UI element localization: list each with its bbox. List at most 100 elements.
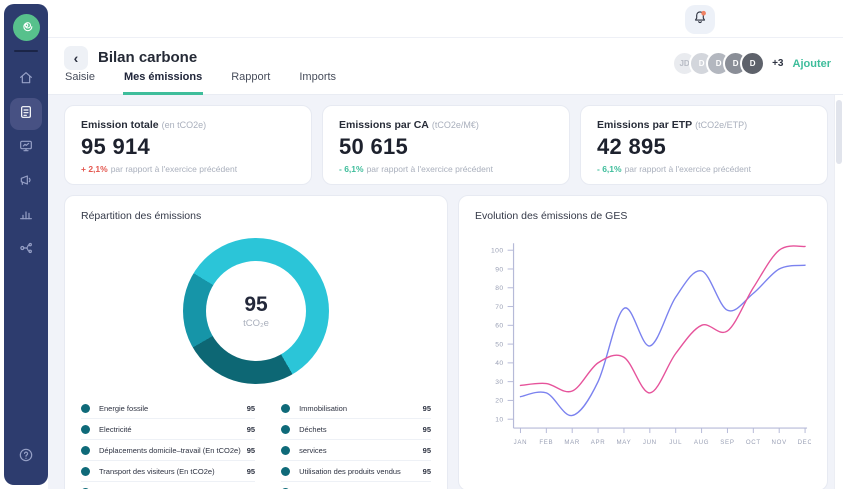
kpi-value: 95 914 <box>81 134 295 160</box>
x-tick-label: JUN <box>643 439 657 446</box>
y-tick-label: 100 <box>491 247 504 254</box>
charts-row: Répartition des émissions 95 tCO₂e Energ… <box>64 195 828 489</box>
y-tick-label: 90 <box>495 266 503 273</box>
legend-label: Electricité <box>99 425 132 434</box>
y-tick-label: 70 <box>495 304 503 311</box>
series-serie-bleue <box>520 265 805 415</box>
kpi-unit: (en tCO2e) <box>162 120 207 130</box>
legend-row[interactable]: Déplacements domicile–travail (En tCO2e)… <box>81 440 255 461</box>
kpi-card-emissions-par-etp: Emissions par ETP(tCO2e/ETP) 42 895 - 6,… <box>580 105 828 185</box>
app-window: ‹ Bilan carbone Saisie Mes émissions Rap… <box>0 0 843 489</box>
x-tick-label: APR <box>591 439 606 446</box>
legend-column-left: Energie fossile95Electricité95Déplacemen… <box>81 398 255 489</box>
x-tick-label: NOV <box>772 439 788 446</box>
legend-value: 95 <box>241 446 255 455</box>
tab-rapport[interactable]: Rapport <box>230 71 271 95</box>
tab-saisie[interactable]: Saisie <box>64 71 96 95</box>
avatar[interactable]: D <box>740 51 765 76</box>
kpi-delta: + 2,1% <box>81 164 108 174</box>
legend-value: 95 <box>417 467 431 476</box>
legend-row[interactable]: Utilisation des produits vendus 95 <box>281 461 431 482</box>
legend-dot-icon <box>281 446 290 455</box>
x-tick-label: AUG <box>694 439 709 446</box>
legend-dot-icon <box>81 446 90 455</box>
sidebar-item-analytics[interactable] <box>10 200 42 232</box>
back-button[interactable]: ‹ <box>64 46 88 70</box>
sidebar-item-home[interactable] <box>10 64 42 96</box>
tab-mes-emissions[interactable]: Mes émissions <box>123 71 203 95</box>
x-tick-label: FEB <box>539 439 553 446</box>
notification-bell-icon <box>691 8 709 31</box>
series-serie-rose <box>520 246 805 393</box>
x-tick-label: OCT <box>746 439 761 446</box>
scrollbar-thumb[interactable] <box>836 100 842 164</box>
donut-center-value: 95 <box>244 293 267 316</box>
kpi-card-emissions-par-ca: Emissions par CA(tCO2e/M€) 50 615 - 6,1%… <box>322 105 570 185</box>
bar-chart-icon <box>18 206 34 227</box>
kpi-title: Emissions par ETP <box>597 119 692 131</box>
legend-value: 95 <box>417 446 431 455</box>
donut-chart-title: Répartition des émissions <box>81 210 431 222</box>
y-tick-label: 40 <box>495 360 503 367</box>
repartition-card: Répartition des émissions 95 tCO₂e Energ… <box>64 195 448 489</box>
add-collaborator-button[interactable]: Ajouter <box>793 58 832 70</box>
legend-label: Utilisation des produits vendus <box>299 467 401 476</box>
megaphone-icon <box>18 172 34 193</box>
kpi-title: Emissions par CA <box>339 119 429 131</box>
y-tick-label: 60 <box>495 323 503 330</box>
document-icon <box>18 104 34 125</box>
line-chart-svg[interactable]: 102030405060708090100JANFEBMARAPRMAYJUNJ… <box>475 228 811 476</box>
legend-value: 95 <box>417 404 431 413</box>
kpi-delta-caption: par rapport à l'exercice précédent <box>625 164 751 174</box>
kpi-row: Emission totale(en tCO2e) 95 914 + 2,1% p… <box>64 105 828 185</box>
legend-dot-icon <box>81 425 90 434</box>
topbar <box>48 0 843 38</box>
sidebar-item-documents[interactable] <box>10 98 42 130</box>
sidebar-item-network[interactable] <box>10 234 42 266</box>
collaborators: JDDDDD +3 Ajouter <box>672 51 831 76</box>
legend-row[interactable]: Electricité95 <box>81 419 255 440</box>
y-tick-label: 80 <box>495 285 503 292</box>
home-icon <box>18 70 34 91</box>
scrollbar-track[interactable] <box>834 95 843 489</box>
kpi-delta-caption: par rapport à l'exercice précédent <box>367 164 493 174</box>
legend-row[interactable]: Immobilisation95 <box>281 398 431 419</box>
legend-label: Déchets <box>299 425 327 434</box>
donut-chart: 95 tCO₂e <box>183 238 329 384</box>
legend-row[interactable]: services 95 <box>281 440 431 461</box>
kpi-card-emission-totale: Emission totale(en tCO2e) 95 914 + 2,1%p… <box>64 105 312 185</box>
y-tick-label: 20 <box>495 398 503 405</box>
kpi-unit: (tCO2e/M€) <box>432 120 479 130</box>
kpi-delta: - 6,1% <box>597 164 622 174</box>
sidebar-item-presentation[interactable] <box>10 132 42 164</box>
legend-row[interactable]: Achats de biens95 <box>281 482 431 489</box>
legend-row[interactable]: Transport des visiteurs (En tCO2e)95 <box>81 461 255 482</box>
legend-row[interactable]: Déchets 95 <box>281 419 431 440</box>
evolution-card: Evolution des émissions de GES 102030405… <box>458 195 828 489</box>
line-chart-title: Evolution des émissions de GES <box>475 210 811 222</box>
legend-value: 95 <box>417 425 431 434</box>
donut-center-unit: tCO₂e <box>243 318 269 329</box>
tab-imports[interactable]: Imports <box>298 71 337 95</box>
x-tick-label: JAN <box>514 439 528 446</box>
page-title: Bilan carbone <box>98 49 197 66</box>
legend-dot-icon <box>81 404 90 413</box>
legend-dot-icon <box>81 467 90 476</box>
x-tick-label: SEP <box>720 439 734 446</box>
legend-row[interactable]: Déplacements professionnels (En tCO2e)95 <box>81 482 255 489</box>
sidebar-item-megaphone[interactable] <box>10 166 42 198</box>
kpi-value: 50 615 <box>339 134 553 160</box>
x-tick-label: DEC <box>798 439 811 446</box>
app-logo[interactable] <box>13 14 40 41</box>
kpi-title: Emission totale <box>81 119 159 131</box>
legend-label: services <box>299 446 327 455</box>
legend-label: Déplacements domicile–travail (En tCO2e) <box>99 446 241 455</box>
main-content: Emission totale(en tCO2e) 95 914 + 2,1% p… <box>48 95 843 489</box>
legend-row[interactable]: Energie fossile95 <box>81 398 255 419</box>
notifications-button[interactable] <box>685 5 715 34</box>
kpi-delta: - 6,1% <box>339 164 364 174</box>
y-tick-label: 50 <box>495 341 503 348</box>
sidebar-item-help[interactable] <box>10 441 42 473</box>
sidebar <box>4 4 48 485</box>
avatar-group: JDDDDD <box>672 51 765 76</box>
